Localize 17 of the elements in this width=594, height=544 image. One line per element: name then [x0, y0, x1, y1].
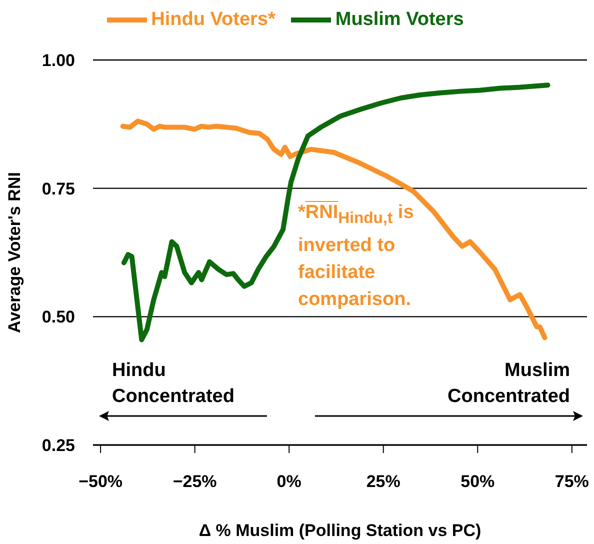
y-tick-label: 0.50 — [42, 308, 75, 327]
annotation: Hindu Concentrated — [112, 360, 234, 407]
y-tick-label: 1.00 — [42, 51, 75, 70]
x-tick-label: 75% — [554, 472, 589, 492]
x-tick-label: −25% — [172, 472, 217, 492]
x-tick-label: 50% — [460, 472, 495, 492]
y-tick-label: 0.75 — [42, 179, 75, 198]
y-axis-title: Average Voter's RNI — [5, 172, 24, 333]
x-axis-title: Δ % Muslim (Polling Station vs PC) — [198, 521, 482, 540]
annotation: *RNI$_{Hindu,t}$ is inverted to facilitate comparison. — [298, 202, 414, 310]
x-tick-label: 0% — [276, 472, 302, 492]
y-tick-label: 0.25 — [42, 436, 75, 456]
legend-label: Hindu Voters* — [151, 9, 276, 30]
legend-label: Muslim Voters — [335, 9, 464, 30]
x-tick-label: 25% — [366, 472, 400, 492]
x-tick-label: −50% — [78, 472, 123, 492]
annotation: Muslim Concentrated — [448, 360, 570, 407]
